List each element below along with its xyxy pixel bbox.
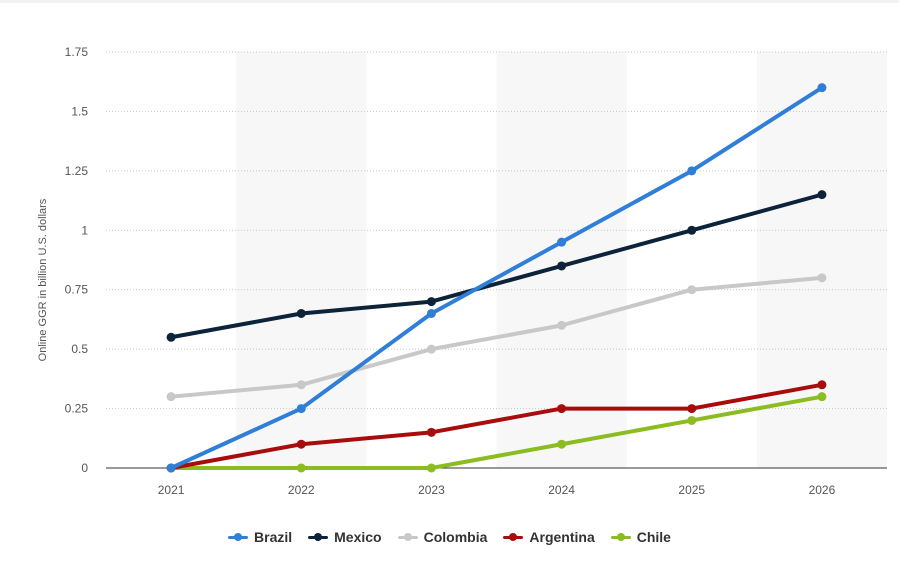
- y-tick-label: 0.75: [65, 283, 89, 297]
- y-tick-label: 1.25: [65, 164, 89, 178]
- legend-item-argentina[interactable]: Argentina: [503, 529, 595, 545]
- legend-swatch-brazil: [228, 531, 249, 543]
- legend-swatch-colombia: [397, 531, 418, 543]
- data-point-colombia[interactable]: [166, 392, 176, 402]
- y-axis-ticks: 0 0.25 0.5 0.75 1 1.25 1.5 1.75: [65, 45, 89, 475]
- data-point-mexico[interactable]: [166, 332, 176, 342]
- y-tick-label: 1: [81, 223, 88, 237]
- alternating-bands: [236, 52, 887, 468]
- data-point-mexico[interactable]: [557, 261, 567, 271]
- legend-item-mexico[interactable]: Mexico: [308, 529, 382, 545]
- data-point-colombia[interactable]: [817, 273, 827, 283]
- data-point-chile[interactable]: [817, 392, 827, 402]
- band-2022: [236, 52, 367, 468]
- y-tick-label: 0.5: [71, 342, 88, 356]
- data-point-colombia[interactable]: [426, 344, 436, 354]
- x-axis-ticks: 2021 2022 2023 2024 2025 2026: [158, 483, 836, 497]
- data-point-colombia[interactable]: [296, 380, 306, 390]
- data-point-mexico[interactable]: [426, 297, 436, 307]
- data-point-brazil[interactable]: [687, 166, 697, 176]
- data-point-chile[interactable]: [557, 439, 567, 449]
- band-2024: [496, 52, 627, 468]
- data-point-argentina[interactable]: [687, 404, 697, 414]
- y-tick-label: 1.5: [71, 104, 88, 118]
- series-line-brazil: [169, 85, 824, 470]
- series-lines: [169, 85, 824, 470]
- legend-label: Argentina: [529, 529, 595, 545]
- series-line-argentina: [169, 382, 824, 470]
- y-tick-label: 1.75: [65, 45, 89, 59]
- legend-label: Colombia: [423, 529, 488, 545]
- data-point-brazil[interactable]: [166, 463, 176, 473]
- y-axis-title: Online GGR in billion U.S. dollars: [37, 198, 49, 361]
- data-point-mexico[interactable]: [296, 308, 306, 318]
- x-tick-label: 2024: [548, 483, 575, 497]
- x-tick-label: 2022: [288, 483, 315, 497]
- legend-label: Brazil: [254, 529, 293, 545]
- x-tick-label: 2025: [678, 483, 705, 497]
- series-points: [166, 83, 827, 473]
- data-point-mexico[interactable]: [817, 190, 827, 200]
- data-point-chile[interactable]: [296, 463, 306, 473]
- series-line-chile: [169, 394, 824, 470]
- data-point-mexico[interactable]: [687, 225, 697, 235]
- data-point-colombia[interactable]: [557, 320, 567, 330]
- y-tick-label: 0.25: [65, 402, 89, 416]
- top-divider: [0, 0, 899, 3]
- data-point-argentina[interactable]: [817, 380, 827, 390]
- legend-label: Chile: [636, 529, 671, 545]
- x-tick-label: 2023: [418, 483, 445, 497]
- legend-item-colombia[interactable]: Colombia: [397, 529, 488, 545]
- y-tick-label: 0: [81, 461, 88, 475]
- series-line-colombia: [169, 275, 824, 399]
- legend-item-brazil[interactable]: Brazil: [228, 529, 292, 545]
- data-point-brazil[interactable]: [817, 83, 827, 93]
- series-line-mexico: [169, 192, 824, 340]
- data-point-chile[interactable]: [426, 463, 436, 473]
- legend: Brazil Mexico Colombia Argentina Chile: [0, 529, 899, 545]
- data-point-brazil[interactable]: [557, 237, 567, 247]
- data-point-chile[interactable]: [687, 415, 697, 425]
- legend-swatch-mexico: [308, 531, 329, 543]
- data-point-brazil[interactable]: [426, 308, 436, 318]
- data-point-argentina[interactable]: [296, 439, 306, 449]
- legend-label: Mexico: [334, 529, 382, 545]
- legend-item-chile[interactable]: Chile: [610, 529, 671, 545]
- x-tick-label: 2026: [809, 483, 836, 497]
- data-point-argentina[interactable]: [557, 404, 567, 414]
- data-point-colombia[interactable]: [687, 285, 697, 295]
- data-point-brazil[interactable]: [296, 404, 306, 414]
- legend-swatch-chile: [610, 531, 631, 543]
- legend-swatch-argentina: [503, 531, 524, 543]
- x-tick-label: 2021: [158, 483, 185, 497]
- data-point-argentina[interactable]: [426, 427, 436, 437]
- gridlines: [106, 51, 887, 410]
